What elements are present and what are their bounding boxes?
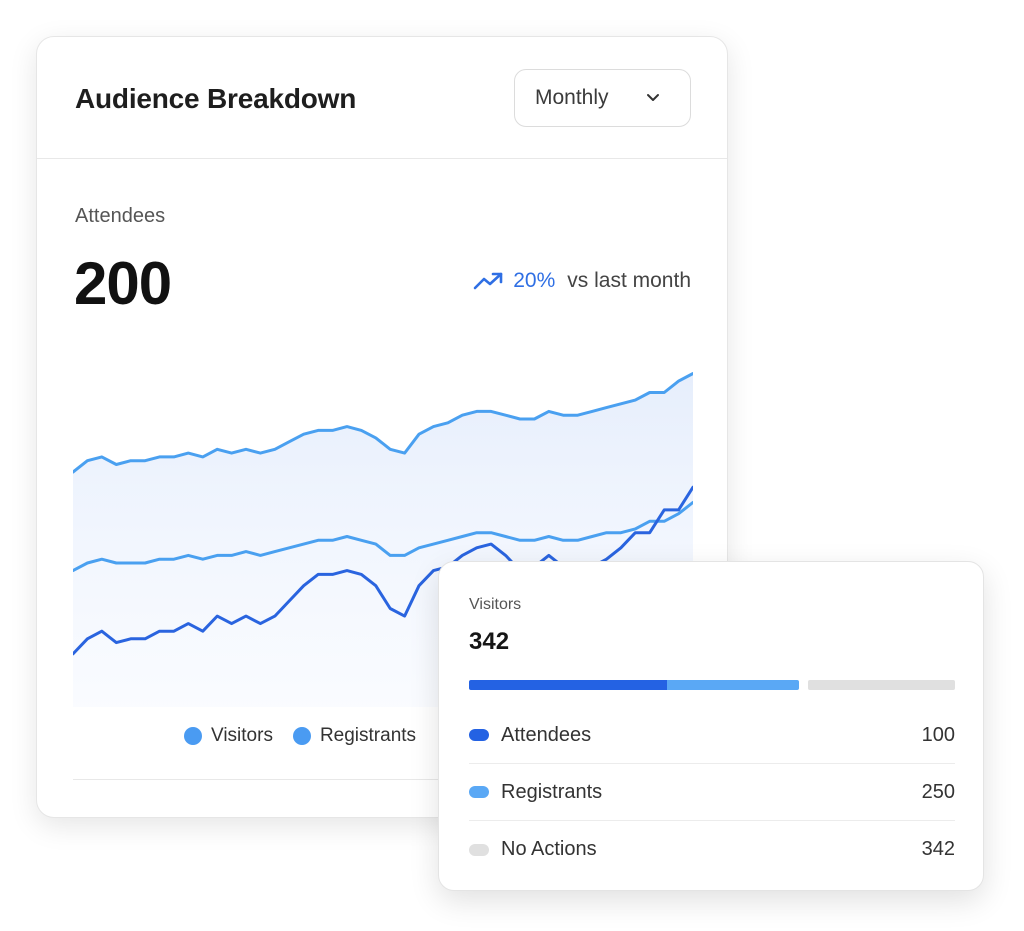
- period-dropdown-label: Monthly: [535, 86, 609, 109]
- swatch-attendees: [469, 729, 489, 741]
- trend-indicator: 20% vs last month: [473, 269, 691, 293]
- trend-percent: 20%: [513, 269, 556, 292]
- breakdown-row-attendees: Attendees 100: [469, 707, 955, 764]
- legend-item-visitors[interactable]: Visitors: [184, 725, 273, 747]
- row-value: 250: [921, 780, 955, 803]
- legend-label: Registrants: [319, 725, 417, 746]
- stat-value: 200: [74, 250, 172, 317]
- stat-label: Attendees: [75, 205, 166, 227]
- legend-dot: [184, 727, 202, 745]
- card-header: Audience Breakdown Monthly: [37, 37, 727, 159]
- trend-up-icon: [473, 272, 503, 290]
- chevron-down-icon: [647, 94, 659, 101]
- divider: [73, 779, 693, 780]
- breakdown-row-no-actions: No Actions 342: [469, 821, 955, 878]
- bar-segment-no-actions: [808, 680, 955, 690]
- legend-item-registrants[interactable]: Registrants: [292, 725, 417, 747]
- legend-label: Visitors: [211, 725, 273, 746]
- trend-text: vs last month: [567, 269, 691, 292]
- tooltip-label: Visitors: [469, 596, 522, 613]
- row-label: No Actions: [501, 838, 597, 860]
- row-value: 100: [921, 723, 955, 746]
- tooltip-value: 342: [469, 628, 510, 655]
- swatch-no-actions: [469, 843, 489, 856]
- card-title: Audience Breakdown: [75, 83, 357, 114]
- row-value: 342: [921, 838, 955, 860]
- breakdown-row-registrants: Registrants 250: [469, 764, 955, 821]
- visitors-tooltip-card: Visitors 342 Attendees 100 Registrants 2…: [438, 561, 984, 891]
- swatch-registrants: [469, 786, 489, 798]
- period-dropdown[interactable]: Monthly: [514, 69, 691, 127]
- bar-segment-registrants: [667, 680, 799, 690]
- legend-dot: [292, 727, 311, 745]
- series-line-visitors: [73, 372, 693, 474]
- row-label: Registrants: [501, 780, 603, 803]
- chart-legend: Visitors Registrants: [184, 725, 416, 747]
- bar-segment-attendees: [469, 680, 668, 690]
- stacked-progress-bar: [469, 680, 955, 690]
- row-label: Attendees: [501, 723, 592, 746]
- series-line-registrants: [73, 500, 693, 573]
